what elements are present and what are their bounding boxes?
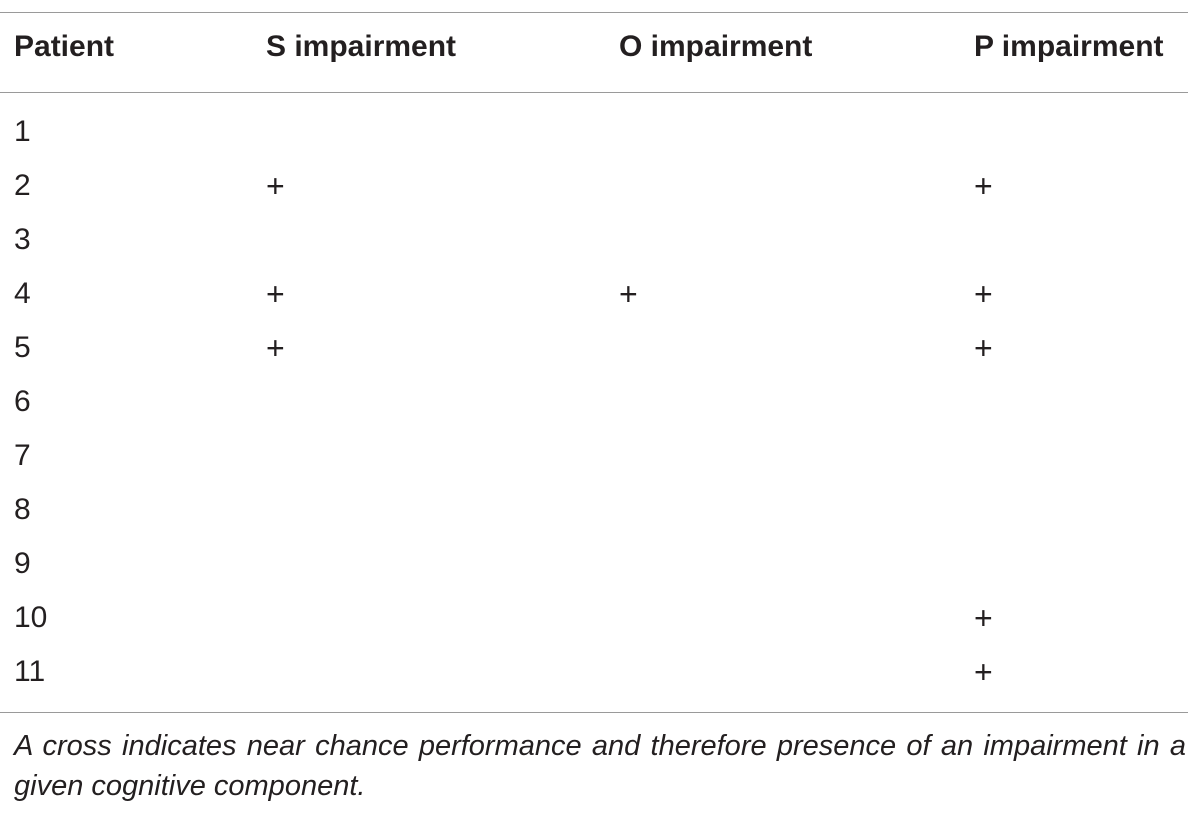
patient-number-cell: 2 (14, 169, 31, 202)
table-row: 1 (0, 105, 1188, 159)
p-impairment-cell: + (974, 600, 993, 636)
table-row: 2 + + (0, 159, 1188, 213)
p-impairment-cell: + (974, 276, 993, 312)
header-patient: Patient (14, 30, 115, 63)
patient-number-cell: 1 (14, 115, 31, 148)
header-s-impairment: S impairment (266, 30, 457, 63)
s-impairment-cell: + (266, 276, 285, 312)
table-row: 8 (0, 483, 1188, 537)
patient-number-cell: 7 (14, 439, 31, 472)
patient-number-cell: 3 (14, 223, 31, 256)
patient-number-cell: 9 (14, 547, 31, 580)
p-impairment-cell: + (974, 330, 993, 366)
table-row: 6 (0, 375, 1188, 429)
table-row: 11 + (0, 645, 1188, 699)
table-caption: A cross indicates near chance performanc… (14, 730, 1186, 802)
patient-number-cell: 4 (14, 277, 31, 310)
patient-number-cell: 10 (14, 601, 48, 634)
table-row: 3 (0, 213, 1188, 267)
patient-number-cell: 8 (14, 493, 31, 526)
table-row: 4 + + + (0, 267, 1188, 321)
s-impairment-cell: + (266, 168, 285, 204)
header-p-impairment: P impairment (974, 30, 1164, 63)
table-bottom-rule (0, 712, 1188, 713)
patient-number-cell: 6 (14, 385, 31, 418)
table-row: 5 + + (0, 321, 1188, 375)
patient-number-cell: 11 (14, 655, 46, 688)
header-o-impairment: O impairment (619, 30, 813, 63)
table-row: 10 + (0, 591, 1188, 645)
p-impairment-cell: + (974, 168, 993, 204)
s-impairment-cell: + (266, 330, 285, 366)
table-row: 9 (0, 537, 1188, 591)
o-impairment-cell: + (619, 276, 638, 312)
patient-number-cell: 5 (14, 331, 31, 364)
p-impairment-cell: + (974, 654, 993, 690)
table-top-rule (0, 12, 1188, 13)
table-row: 7 (0, 429, 1188, 483)
table-header-rule (0, 92, 1188, 93)
